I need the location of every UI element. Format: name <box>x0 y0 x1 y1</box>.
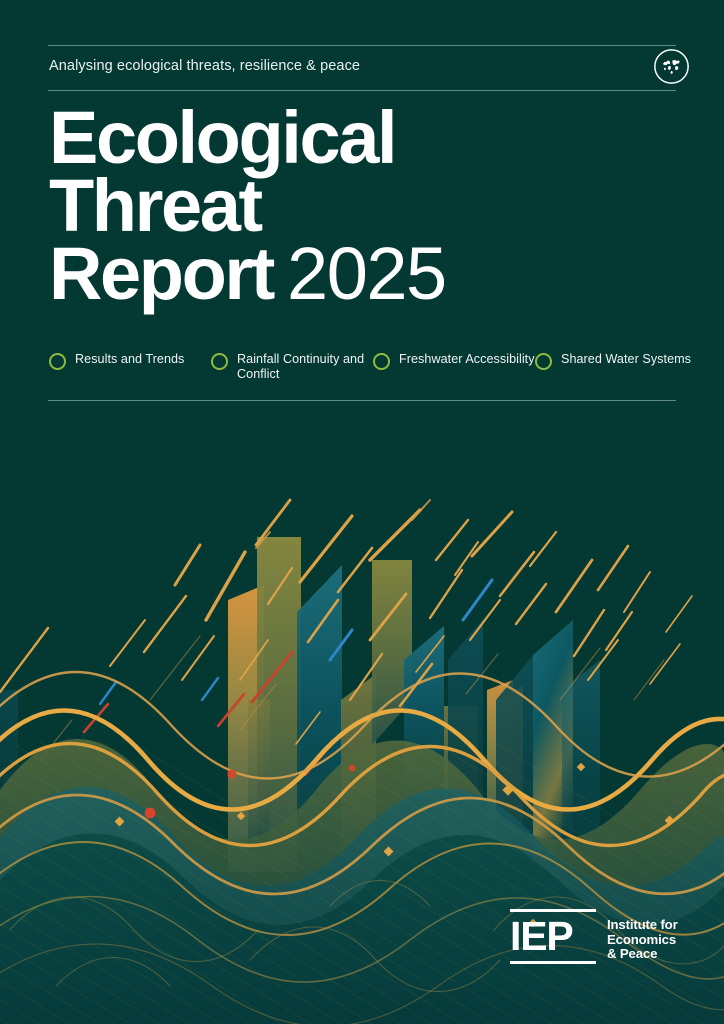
iep-wordmark-line-2: Economics <box>607 931 677 947</box>
iep-logo-mark: IEP <box>510 909 596 964</box>
circle-outline-icon <box>49 353 66 370</box>
topic-item-shared-water-systems[interactable]: Shared Water Systems <box>535 352 697 370</box>
topic-label: Rainfall Continuity and Conflict <box>237 352 365 381</box>
page-title: Ecological Threat Report 2025 <box>49 96 669 311</box>
iep-wordmark-line-3: & Peace <box>607 946 658 962</box>
title-line-3: Report 2025 <box>49 237 669 311</box>
globe-icon <box>654 49 689 84</box>
iep-logo-letters: IEP <box>510 913 574 959</box>
artwork-wave-nodes <box>114 762 675 928</box>
title-word-report: Report <box>49 232 275 315</box>
topic-item-results-and-trends[interactable]: Results and Trends <box>49 352 211 370</box>
title-year: 2025 <box>287 232 447 315</box>
iep-rule-bottom <box>510 961 596 964</box>
circle-outline-icon <box>211 353 228 370</box>
artwork-upper-streaks <box>255 499 431 549</box>
title-line-1: Ecological <box>49 96 398 179</box>
iep-logo-wordmark: Institute for Economics & Peace <box>607 917 678 962</box>
header-rule-top <box>48 45 676 46</box>
iep-logo[interactable]: IEP Institute for Economics & Peace <box>510 909 678 964</box>
topic-item-rainfall-continuity-and-conflict[interactable]: Rainfall Continuity and Conflict <box>211 352 373 381</box>
title-line-2: Threat <box>49 164 263 247</box>
topic-item-freshwater-accessibility[interactable]: Freshwater Accessibility <box>373 352 535 370</box>
header-rule-bottom <box>48 90 676 91</box>
artwork-wave-lines <box>0 670 724 1024</box>
cover-tagline: Analysing ecological threats, resilience… <box>49 58 361 74</box>
topic-label: Shared Water Systems <box>561 352 692 366</box>
iep-rule-top <box>510 909 596 912</box>
topics-rule-bottom <box>48 400 676 401</box>
topic-label: Freshwater Accessibility <box>399 352 535 366</box>
circle-outline-icon <box>373 353 390 370</box>
topic-list: Results and Trends Rainfall Continuity a… <box>49 352 691 381</box>
topic-label: Results and Trends <box>75 352 185 366</box>
circle-outline-icon <box>535 353 552 370</box>
iep-wordmark-line-1: Institute for <box>607 917 678 932</box>
